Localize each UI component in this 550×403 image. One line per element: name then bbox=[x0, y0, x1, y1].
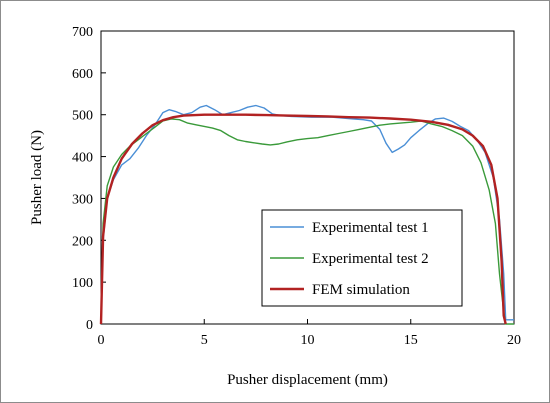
y-tick-label: 400 bbox=[72, 151, 93, 166]
series-line-2 bbox=[100, 118, 514, 325]
x-tick-label: 20 bbox=[507, 333, 521, 348]
x-tick-label: 5 bbox=[201, 333, 208, 348]
x-tick-label: 15 bbox=[404, 333, 418, 348]
y-tick-label: 100 bbox=[72, 276, 93, 291]
x-axis-title: Pusher displacement (mm) bbox=[227, 372, 388, 388]
legend-entry: Experimental test 1 bbox=[312, 220, 429, 236]
y-tick-label: 0 bbox=[86, 318, 93, 333]
y-tick-label: 500 bbox=[72, 109, 93, 124]
y-tick-label: 200 bbox=[72, 234, 93, 249]
legend-entry: Experimental test 2 bbox=[312, 251, 429, 267]
y-tick-label: 700 bbox=[72, 25, 93, 40]
x-tick-label: 10 bbox=[301, 333, 315, 348]
y-tick-label: 600 bbox=[72, 67, 93, 82]
y-tick-label: 300 bbox=[72, 192, 93, 207]
x-tick-label: 0 bbox=[98, 333, 105, 348]
y-axis-title: Pusher load (N) bbox=[29, 130, 45, 225]
legend-entry: FEM simulation bbox=[312, 282, 410, 298]
series-line-3 bbox=[99, 113, 507, 325]
